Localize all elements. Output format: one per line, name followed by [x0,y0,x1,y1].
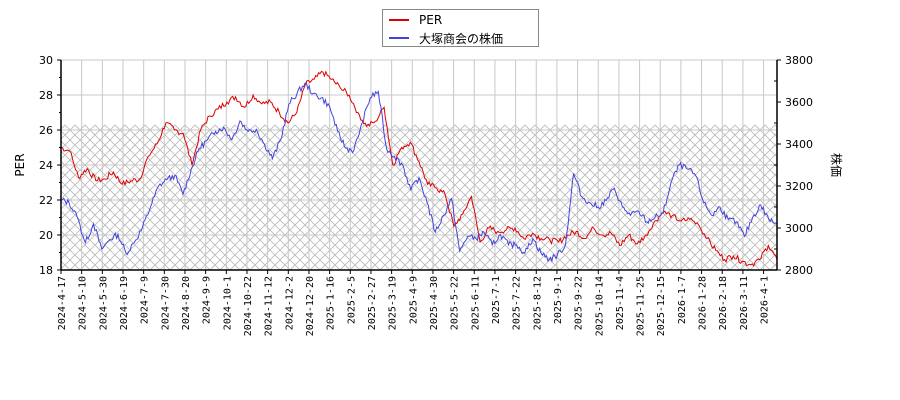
x-tick-label: 2025-10-14 [594,276,605,336]
x-tick-label: 2024-7-30 [160,276,171,330]
left-tick-label: 18 [39,264,53,277]
legend-item-price: 大塚商会の株価 [389,30,503,46]
x-tick-label: 2025-5-22 [450,276,461,330]
x-tick-label: 2026-2-18 [718,276,729,330]
x-tick-label: 2024-10-1 [222,276,233,330]
right-axis-ticks: 2800 3000 3200 3400 3600 3800 [774,54,813,277]
x-tick-label: 2026-4-1 [760,276,771,324]
x-tick-label: 2024-9-9 [202,276,213,324]
legend-item-per: PER [389,12,442,28]
legend-label-per: PER [419,13,443,27]
x-tick-label: 2024-6-19 [119,276,130,330]
legend-swatch-per [389,19,409,21]
x-tick-label: 2025-9-1 [553,276,564,324]
x-tick-label: 2024-5-10 [78,276,89,330]
x-tick-label: 2025-11-25 [636,276,647,336]
left-tick-label: 28 [39,89,53,102]
x-tick-label: 2024-10-22 [243,276,254,336]
left-tick-label: 30 [39,54,53,67]
x-tick-label: 2025-1-16 [326,276,337,330]
x-tick-label: 2024-5-30 [98,276,109,330]
x-tick-label: 2024-4-17 [57,276,68,330]
left-axis-title: PER [13,153,27,176]
right-tick-label: 3800 [785,54,813,67]
right-tick-label: 3200 [785,180,813,193]
x-tick-label: 2026-1-28 [698,276,709,330]
data-series [61,70,777,267]
x-tick-label: 2025-12-15 [656,276,667,336]
x-axis-ticks: 2024-4-17 2024-5-10 2024-5-30 2024-6-19 2024… [57,270,771,336]
left-axis-ticks: 18 20 22 24 26 28 30 [39,54,61,277]
left-tick-label: 22 [39,194,53,207]
x-tick-label: 2025-9-22 [574,276,585,330]
x-tick-label: 2024-12-2 [284,276,295,330]
x-tick-label: 2025-4-9 [408,276,419,324]
right-tick-label: 3400 [785,138,813,151]
legend: PER 大塚商会の株価 [382,9,539,47]
x-tick-label: 2025-11-4 [615,276,626,330]
hatched-band [61,124,777,270]
x-tick-label: 2025-7-22 [512,276,523,330]
right-tick-label: 3000 [785,222,813,235]
x-tick-label: 2024-8-20 [181,276,192,330]
right-tick-label: 3600 [785,96,813,109]
x-tick-label: 2024-11-12 [264,276,275,336]
x-tick-label: 2026-1-7 [677,276,688,324]
legend-swatch-price [389,37,409,39]
x-tick-label: 2025-6-11 [470,276,481,330]
x-tick-label: 2024-7-9 [140,276,151,324]
legend-label-price: 大塚商会の株価 [419,31,504,46]
x-tick-label: 2026-3-11 [739,276,750,330]
right-axis-title: 株価 [829,153,844,177]
right-tick-label: 2800 [785,264,813,277]
x-tick-label: 2025-8-12 [532,276,543,330]
x-tick-label: 2025-2-5 [346,276,357,324]
left-tick-label: 26 [39,124,53,137]
left-tick-label: 24 [39,159,53,172]
x-tick-label: 2025-7-1 [491,276,502,324]
x-tick-label: 2025-2-27 [367,276,378,330]
x-tick-label: 2025-3-19 [388,276,399,330]
x-tick-label: 2025-4-30 [429,276,440,330]
x-tick-label: 2024-12-20 [305,276,316,336]
left-tick-label: 20 [39,229,53,242]
